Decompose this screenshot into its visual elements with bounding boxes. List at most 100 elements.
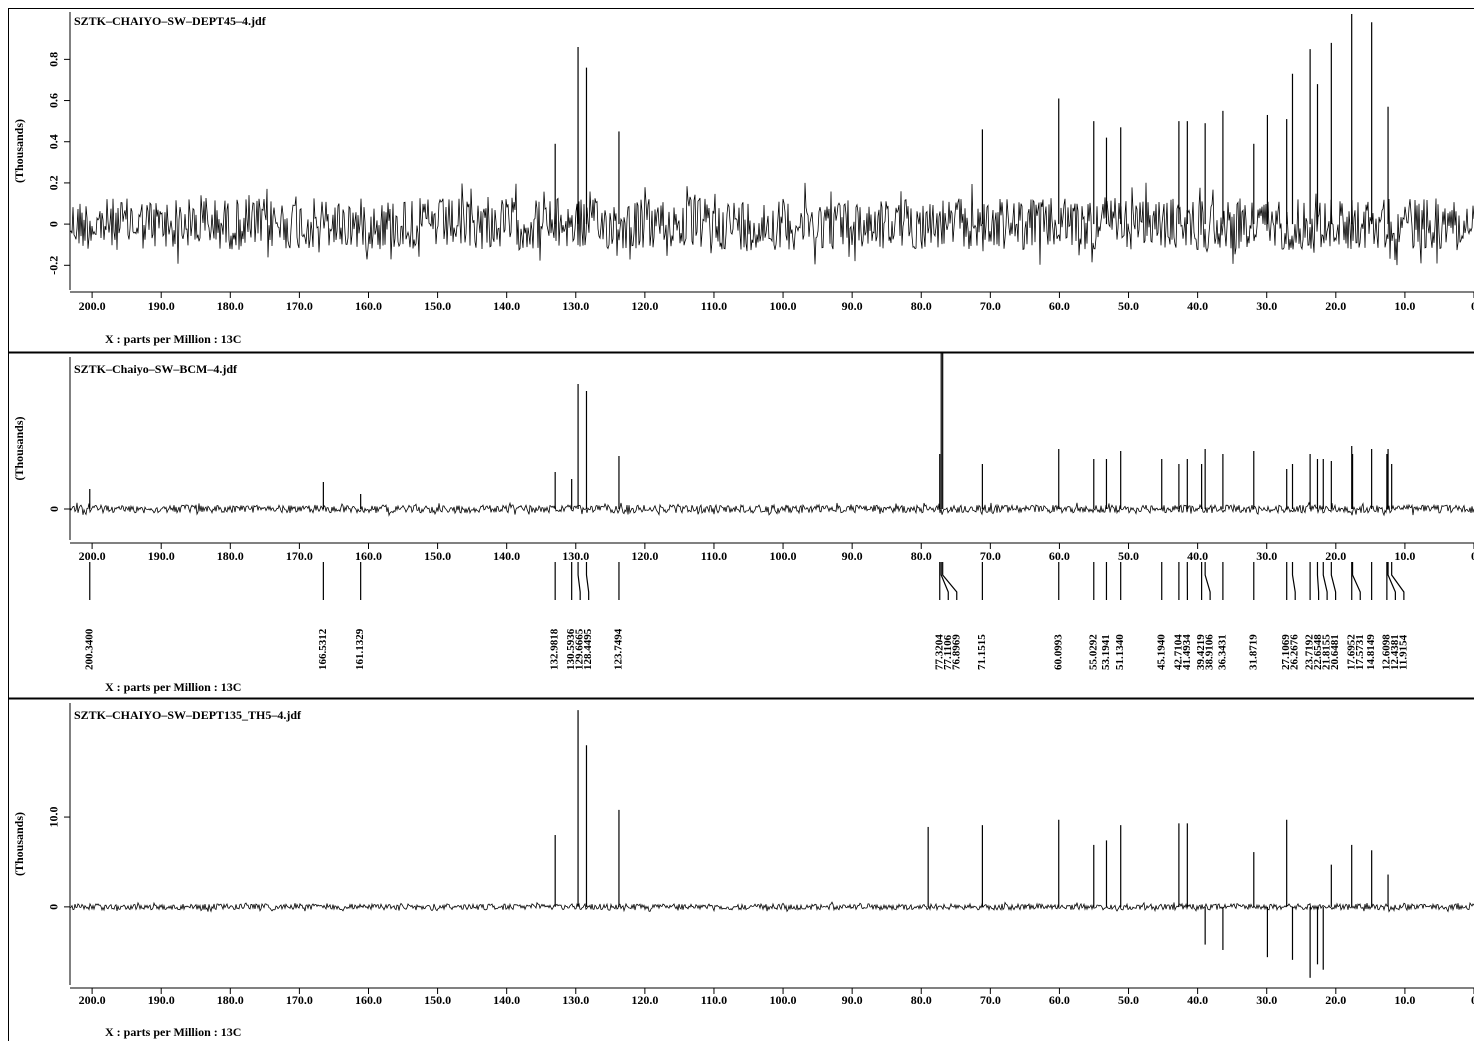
baseline-noise [70,183,1474,265]
peak-label: 51.1340 [1114,634,1126,670]
x-tick-label: 150.0 [424,993,451,1007]
x-tick-label: 100.0 [770,993,797,1007]
x-tick-label: 190.0 [148,549,175,563]
y-axis-label: (Thousands) [12,416,26,480]
x-tick-label: 70.0 [980,299,1001,313]
x-tick-label: 120.0 [631,549,658,563]
peak-label: 123.7494 [612,628,624,670]
panel: SZTK–Chaiyo–SW–BCM–4.jdf (Thousands) 0 200.… [12,349,1474,694]
peak-label: 161.1329 [354,628,366,670]
x-tick-label: 60.0 [1049,993,1070,1007]
baseline-noise [70,503,1474,516]
x-tick-label: 30.0 [1256,299,1277,313]
x-tick-label: 50.0 [1118,549,1139,563]
spectrum-title: SZTK–CHAIYO–SW–DEPT45–4.jdf [74,14,267,28]
y-tick-label: 0.8 [47,52,61,67]
x-tick-label: 190.0 [148,299,175,313]
x-axis-label: X : parts per Million : 13C [105,680,241,694]
x-tick-label: 170.0 [286,299,313,313]
peak-label-leader [1205,562,1210,600]
x-tick-label: 10.0 [1394,549,1415,563]
x-tick-label: 100.0 [770,549,797,563]
peak-label-leader [1353,562,1361,600]
x-tick-label: 160.0 [355,549,382,563]
peak-label-leader [1392,562,1404,600]
x-tick-label: 150.0 [424,299,451,313]
x-tick-label: 120.0 [631,993,658,1007]
x-tick-label: 20.0 [1325,299,1346,313]
x-tick-label: 180.0 [217,299,244,313]
baseline-noise [70,902,1474,911]
x-tick-label: 130.0 [562,549,589,563]
x-tick-label: 10.0 [1394,993,1415,1007]
y-tick-label: 10.0 [47,807,61,828]
spectrum-title: SZTK–CHAIYO–SW–DEPT135_TH5–4.jdf [74,708,302,722]
x-tick-label: 140.0 [493,993,520,1007]
x-tick-label: 80.0 [911,993,932,1007]
x-tick-label: 100.0 [770,299,797,313]
peak-label: 76.8969 [950,634,962,670]
x-tick-label: 190.0 [148,993,175,1007]
x-tick-label: 170.0 [286,549,313,563]
x-tick-label: 80.0 [911,299,932,313]
x-tick-label: 90.0 [842,299,863,313]
peak-label-leader [578,562,580,600]
x-tick-label: 140.0 [493,549,520,563]
x-tick-label: 180.0 [217,993,244,1007]
peak-label: 55.0292 [1087,634,1099,670]
x-tick-label: 50.0 [1118,993,1139,1007]
x-tick-label: 150.0 [424,549,451,563]
peak-label: 20.6481 [1329,634,1341,670]
y-tick-label: -0.2 [47,256,61,275]
peak-label: 71.1515 [976,634,988,670]
peak-label: 53.1941 [1100,634,1112,670]
peak-label: 60.0993 [1052,634,1064,670]
x-tick-label: 140.0 [493,299,520,313]
x-tick-label: 40.0 [1187,299,1208,313]
peak-label-leader [1323,562,1327,600]
peak-label-leader [943,562,957,600]
peak-label-leader [1293,562,1296,600]
peak-label: 132.9818 [549,628,561,670]
peak-label: 36.3431 [1216,634,1228,670]
x-tick-label: 110.0 [701,993,727,1007]
x-tick-label: 90.0 [842,549,863,563]
x-tick-label: 120.0 [631,299,658,313]
peak-label: 200.3400 [83,628,95,670]
peak-label: 45.1940 [1155,634,1167,670]
x-tick-label: 200.0 [79,993,106,1007]
x-tick-label: 10.0 [1394,299,1415,313]
peak-label: 17.5731 [1354,634,1366,670]
y-tick-label: 0 [47,506,61,512]
peak-label: 38.9106 [1204,634,1216,670]
panel: SZTK–CHAIYO–SW–DEPT135_TH5–4.jdf(Thousan… [12,703,1474,1039]
panel: SZTK–CHAIYO–SW–DEPT45–4.jdf(Thousands)-0… [12,12,1474,346]
x-tick-label: 90.0 [842,993,863,1007]
x-tick-label: 160.0 [355,993,382,1007]
spectrum-title: SZTK–Chaiyo–SW–BCM–4.jdf [74,362,238,376]
x-tick-label: 160.0 [355,299,382,313]
y-tick-label: 0 [47,904,61,910]
peak-label: 166.5312 [317,628,329,670]
x-tick-label: 130.0 [562,299,589,313]
y-tick-label: 0.6 [47,93,61,108]
x-tick-label: 80.0 [911,549,932,563]
x-tick-label: 40.0 [1187,549,1208,563]
peak-label: 11.9154 [1397,634,1409,670]
x-tick-label: 50.0 [1118,299,1139,313]
x-tick-label: 60.0 [1049,549,1070,563]
y-tick-label: 0.4 [47,134,61,149]
x-tick-label: 200.0 [79,549,106,563]
x-tick-label: 40.0 [1187,993,1208,1007]
page: SZTK–CHAIYO–SW–DEPT45–4.jdf (Thousands) -0… [0,0,1474,1041]
x-tick-label: 70.0 [980,549,1001,563]
x-tick-label: 110.0 [701,549,727,563]
x-tick-label: 180.0 [217,549,244,563]
x-tick-label: 30.0 [1256,549,1277,563]
x-tick-label: 200.0 [79,299,106,313]
y-tick-label: 0 [47,221,61,227]
y-tick-label: 0.2 [47,175,61,190]
x-tick-label: 130.0 [562,993,589,1007]
x-tick-label: 20.0 [1325,549,1346,563]
x-tick-label: 110.0 [701,299,727,313]
